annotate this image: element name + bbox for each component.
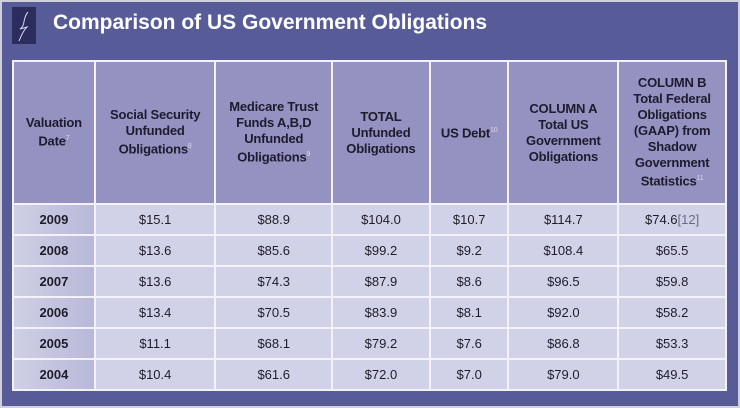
- footnote-ref: 11: [696, 175, 704, 183]
- value-cell: $10.7: [428, 203, 510, 236]
- column-header-label: Medicare Trust Funds A,B,D Unfunded Obli…: [229, 99, 319, 165]
- logo-icon: [12, 7, 36, 44]
- column-header-label: US Debt: [440, 125, 491, 141]
- table-row: 2009 $15.1 $88.9 $104.0 $10.7 $114.7 $74.6[12]: [12, 203, 727, 236]
- value-cell: $79.0: [507, 358, 620, 391]
- column-header: COLUMN A Total US Government Obligations: [507, 60, 620, 205]
- value-cell: $9.2: [428, 234, 510, 267]
- value-cell: $70.5: [214, 296, 334, 329]
- value-cell: $74.3: [214, 265, 334, 298]
- value-cell: $58.2: [617, 296, 727, 329]
- column-header-label: COLUMN A Total US Government Obligations: [526, 100, 601, 164]
- value-cell: $108.4: [507, 234, 620, 267]
- value-cell: $59.8: [617, 265, 727, 298]
- column-header-label: TOTAL Unfunded Obligations: [346, 108, 416, 156]
- value-cell: $13.4: [93, 296, 217, 329]
- column-header: US Debt10: [428, 60, 510, 205]
- value-cell: $61.6: [214, 358, 334, 391]
- column-header: Valuation Date7: [12, 60, 96, 205]
- valuation-year-cell: 2004: [12, 358, 96, 391]
- column-header: Social Security Unfunded Obligations8: [93, 60, 217, 205]
- value-cell: $65.5: [617, 234, 727, 267]
- value-cell: $104.0: [331, 203, 431, 236]
- table-row: 2006 $13.4 $70.5 $83.9 $8.1 $92.0 $58.2: [12, 296, 727, 329]
- column-header-label: Social Security Unfunded Obligations: [110, 107, 201, 157]
- footnote-ref: 8: [187, 143, 192, 151]
- value-cell: $87.9: [331, 265, 431, 298]
- value-cell: $74.6[12]: [617, 203, 727, 236]
- footnote-ref: [12]: [677, 212, 700, 227]
- footnote-ref: 10: [490, 127, 498, 135]
- table-row: 2005 $11.1 $68.1 $79.2 $7.6 $86.8 $53.3: [12, 327, 727, 360]
- value-cell: $86.8: [507, 327, 620, 360]
- value-cell: $7.6: [428, 327, 510, 360]
- value-cell: $53.3: [617, 327, 727, 360]
- footnote-ref: 7: [65, 135, 70, 143]
- valuation-year-cell: 2009: [12, 203, 96, 236]
- value-cell: $11.1: [93, 327, 217, 360]
- value-cell: $72.0: [331, 358, 431, 391]
- value-cell: $79.2: [331, 327, 431, 360]
- table-row: 2007 $13.6 $74.3 $87.9 $8.6 $96.5 $59.8: [12, 265, 727, 298]
- value-cell: $7.0: [428, 358, 510, 391]
- value-cell: $15.1: [93, 203, 217, 236]
- value-cell: $99.2: [331, 234, 431, 267]
- value-cell: $13.6: [93, 265, 217, 298]
- column-header: COLUMN B Total Federal Obligations (GAAP…: [617, 60, 727, 205]
- value-cell: $114.7: [507, 203, 620, 236]
- valuation-year-cell: 2008: [12, 234, 96, 267]
- column-header: Medicare Trust Funds A,B,D Unfunded Obli…: [214, 60, 334, 205]
- value-cell: $83.9: [331, 296, 431, 329]
- value-cell: $8.6: [428, 265, 510, 298]
- value-cell: $85.6: [214, 234, 334, 267]
- page-title: Comparison of US Government Obligations: [53, 11, 488, 34]
- value-cell: $96.5: [507, 265, 620, 298]
- value-cell: $92.0: [507, 296, 620, 329]
- table-row: 2004 $10.4 $61.6 $72.0 $7.0 $79.0 $49.5: [12, 358, 727, 391]
- value-cell: $8.1: [428, 296, 510, 329]
- value-cell: $88.9: [214, 203, 334, 236]
- column-header-label: COLUMN B Total Federal Obligations (GAAP…: [633, 75, 711, 189]
- value-cell: $68.1: [214, 327, 334, 360]
- valuation-year-cell: 2007: [12, 265, 96, 298]
- column-header: TOTAL Unfunded Obligations: [331, 60, 431, 205]
- footnote-ref: 9: [306, 151, 311, 159]
- value-cell: $10.4: [93, 358, 217, 391]
- valuation-year-cell: 2005: [12, 327, 96, 360]
- value-cell: $13.6: [93, 234, 217, 267]
- obligations-table: Valuation Date7 Social Security Unfunded …: [12, 60, 727, 391]
- valuation-year-cell: 2006: [12, 296, 96, 329]
- column-header-label: Valuation Date: [25, 115, 82, 149]
- value-cell: $49.5: [617, 358, 727, 391]
- table-row: 2008 $13.6 $85.6 $99.2 $9.2 $108.4 $65.5: [12, 234, 727, 267]
